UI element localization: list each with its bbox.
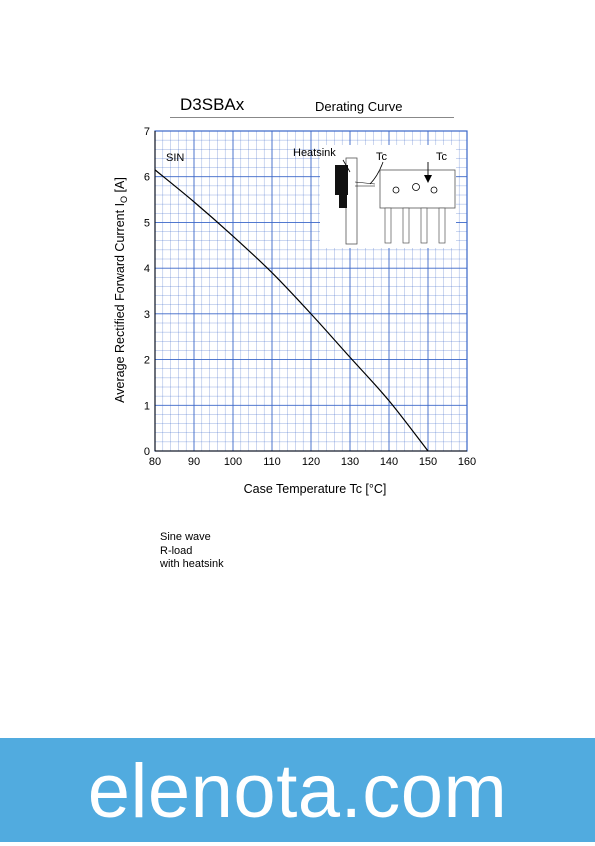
x-tick-label: 80 [149, 456, 161, 468]
tc-wire [354, 181, 376, 187]
y-tick-label: 4 [144, 263, 150, 275]
heatsink-base [339, 195, 347, 208]
tc-label-left: Tc [376, 151, 388, 163]
watermark-text: elenota.com [87, 749, 508, 834]
test-conditions: Sine wave R-load with heatsink [160, 531, 224, 572]
note-r-load: R-load [160, 544, 193, 557]
y-tick-label: 5 [144, 217, 150, 229]
tc-label-right: Tc [436, 151, 448, 163]
package-lead-1 [384, 207, 392, 244]
series-label-sin: SIN [166, 152, 184, 164]
footer-watermark-band: elenota.com [0, 738, 595, 842]
note-sine-wave: Sine wave [160, 531, 211, 543]
package-lead-3 [420, 207, 428, 244]
package-lead-2 [402, 207, 410, 244]
x-tick-label: 100 [224, 456, 242, 468]
y-tick-label: 2 [144, 355, 150, 367]
chart-subtitle: Derating Curve [315, 99, 403, 114]
heatsink-inset-diagram: Heatsink Tc Tc [293, 145, 456, 248]
tick-labels: 80 90 100 110 120 130 140 150 160 0 1 2 3 4 5 6 7 [144, 126, 476, 468]
package-center-mark [412, 183, 420, 191]
series-line-sin [154, 169, 429, 452]
heatsink-block [335, 165, 348, 195]
derating-chart: 80 90 100 110 120 130 140 150 160 0 1 2 3 4 5 6 7 SIN He… [113, 126, 476, 496]
y-tick-label: 6 [144, 172, 150, 184]
y-tick-label: 3 [144, 309, 150, 321]
heatsink-leader [342, 159, 351, 173]
y-tick-label: 0 [144, 446, 150, 458]
x-tick-label: 140 [380, 456, 398, 468]
y-axis-label: Average Rectified Forward Current IO [A] [113, 177, 129, 403]
y-axis-label-main: Average Rectified Forward Current I [113, 203, 127, 403]
note-heatsink: with heatsink [160, 558, 224, 570]
title-underline [170, 117, 454, 118]
package-hole-left [392, 186, 400, 194]
y-axis-label-subscript: O [119, 196, 129, 203]
y-tick-label: 7 [144, 126, 150, 138]
heatsink-label: Heatsink [293, 147, 336, 159]
series-group: SIN [154, 152, 429, 452]
x-tick-label: 110 [263, 456, 281, 468]
x-tick-label: 90 [188, 456, 200, 468]
part-number-title: D3SBAx [180, 95, 245, 114]
x-tick-label: 150 [419, 456, 437, 468]
x-tick-label: 120 [302, 456, 320, 468]
x-tick-label: 160 [458, 456, 476, 468]
y-axis-label-unit: [A] [113, 177, 127, 196]
x-axis-label: Case Temperature Tc [°C] [244, 482, 387, 496]
y-tick-label: 1 [144, 400, 150, 412]
package-lead-4 [438, 207, 446, 244]
tc-arrow-head [424, 175, 432, 183]
tc-leader-left [369, 161, 384, 185]
package-hole-right [430, 186, 438, 194]
x-tick-label: 130 [341, 456, 359, 468]
